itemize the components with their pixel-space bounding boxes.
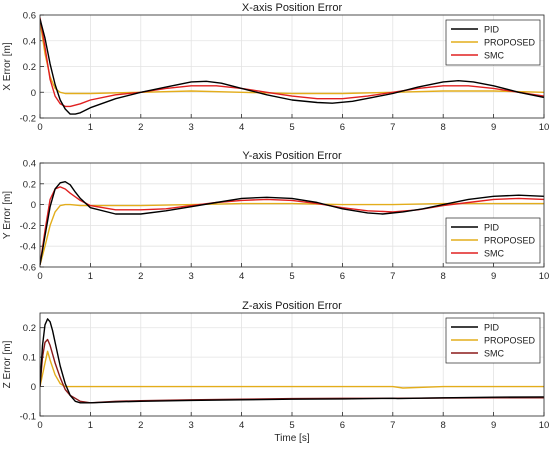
- axes-box: [39, 162, 545, 268]
- x-tick-label: 4: [239, 271, 244, 282]
- legend: PID PROPOSED SMC: [445, 19, 541, 66]
- series-line-proposed: [40, 350, 544, 389]
- legend-label-proposed: PROPOSED: [484, 336, 536, 346]
- x-tick-label: 10: [539, 420, 550, 431]
- legend-label-pid: PID: [484, 223, 500, 233]
- y-tick-label: -0.2: [20, 221, 36, 232]
- axes-box: [39, 14, 545, 119]
- chart-title: X-axis Position Error: [242, 2, 343, 14]
- legend-label-proposed: PROPOSED: [484, 236, 536, 246]
- legend: PID PROPOSED SMC: [445, 217, 541, 264]
- y-tick-label: 0.2: [23, 179, 36, 190]
- legend-box: [445, 217, 541, 264]
- series-line-pid: [40, 318, 544, 404]
- x-tick-label: 3: [189, 122, 194, 133]
- x-tick-label: 4: [239, 420, 244, 431]
- y-tick-label: 0: [31, 382, 36, 393]
- y-tick-label: 0.4: [23, 159, 36, 170]
- x-tick-label: 8: [441, 420, 446, 431]
- series-line-smc: [40, 17, 544, 108]
- x-tick-label: 5: [289, 420, 294, 431]
- x-tick-label: 10: [539, 122, 550, 133]
- x-tick-label: 6: [340, 420, 345, 431]
- y-tick-label: -0.1: [20, 412, 36, 423]
- x-tick-label: 8: [441, 122, 446, 133]
- chart-panel-2: 0 1 2 3 4 5 6 7 8 9 10 -0.6 -0.4 -0.2 0 0.2 0.4 Y-axis Po…: [2, 150, 549, 282]
- legend-label-smc: SMC: [484, 349, 505, 359]
- y-axis-label: Y Error [m]: [2, 191, 13, 239]
- x-tick-label: 4: [239, 122, 244, 133]
- series-line-pid: [40, 18, 544, 115]
- y-tick-label: 0.1: [23, 353, 36, 364]
- x-tick-label: 9: [491, 420, 496, 431]
- axes-box: [39, 312, 545, 417]
- legend-label-smc: SMC: [484, 249, 505, 259]
- x-tick-label: 5: [289, 122, 294, 133]
- chart-panel-1: 0 1 2 3 4 5 6 7 8 9 10-0.200.20.40.6X-axis Positio…: [2, 2, 549, 133]
- legend-label-pid: PID: [484, 323, 500, 333]
- x-tick-label: 7: [390, 420, 395, 431]
- y-tick-label: -0.2: [20, 114, 36, 125]
- y-tick-label: -0.6: [20, 263, 36, 274]
- y-tick-label: 0.4: [23, 36, 36, 47]
- x-tick-label: 3: [189, 420, 194, 431]
- x-tick-label: 2: [138, 271, 143, 282]
- x-tick-label: 1: [88, 271, 93, 282]
- chart-title: Z-axis Position Error: [242, 300, 342, 312]
- x-tick-label: 7: [390, 271, 395, 282]
- y-tick-label: 0.2: [23, 323, 36, 334]
- y-tick-label: 0: [31, 200, 36, 211]
- x-tick-label: 0: [37, 271, 42, 282]
- x-tick-label: 8: [441, 271, 446, 282]
- x-axis-label: Time [s]: [274, 433, 309, 444]
- y-tick-label: 0.2: [23, 62, 36, 73]
- x-tick-label: 7: [390, 122, 395, 133]
- x-tick-label: 9: [491, 122, 496, 133]
- series-line-proposed: [40, 202, 544, 266]
- chart-panel-3: 0 1 2 3 4 5 6 7 8 9 10-0.100.10.2Z-axis Position E…: [2, 300, 549, 444]
- x-tick-label: 2: [138, 420, 143, 431]
- x-tick-label: 2: [138, 122, 143, 133]
- x-tick-label: 3: [189, 271, 194, 282]
- x-tick-label: 9: [491, 271, 496, 282]
- chart-title: Y-axis Position Error: [242, 150, 342, 162]
- x-tick-label: 1: [88, 122, 93, 133]
- x-tick-label: 0: [37, 122, 42, 133]
- x-tick-label: 10: [539, 271, 550, 282]
- y-axis-label: Z Error [m]: [2, 340, 13, 388]
- legend-label-smc: SMC: [484, 51, 505, 61]
- x-tick-label: 6: [340, 271, 345, 282]
- x-tick-label: 6: [340, 122, 345, 133]
- y-tick-label: 0.6: [23, 11, 36, 22]
- y-axis-label: X Error [m]: [2, 42, 13, 91]
- y-tick-label: 0: [31, 88, 36, 99]
- y-tick-label: -0.4: [20, 242, 36, 253]
- x-tick-label: 1: [88, 420, 93, 431]
- legend-label-proposed: PROPOSED: [484, 38, 536, 48]
- x-tick-label: 5: [289, 271, 294, 282]
- series-line-pid: [40, 181, 544, 266]
- legend-label-pid: PID: [484, 25, 500, 35]
- legend: PID PROPOSED SMC: [445, 317, 541, 364]
- x-tick-label: 0: [37, 420, 42, 431]
